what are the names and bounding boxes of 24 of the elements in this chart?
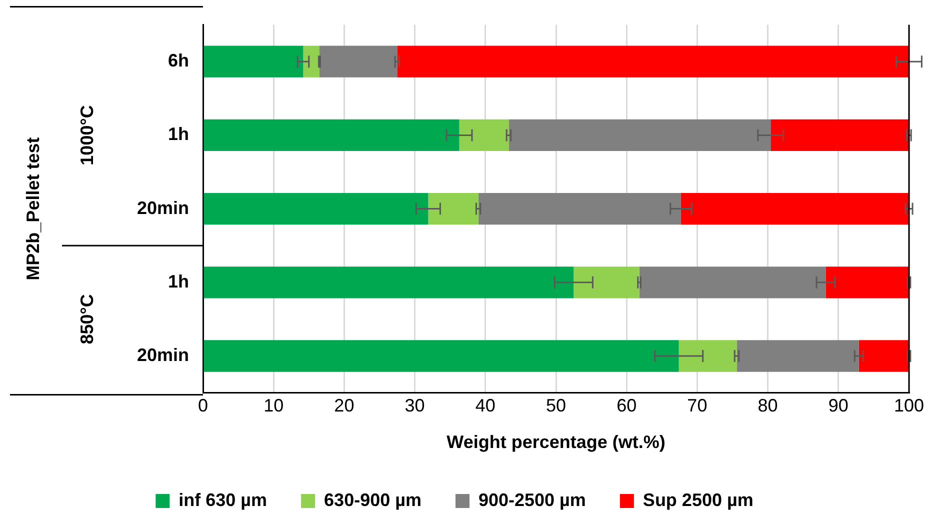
x-tick-label: 70 xyxy=(687,396,708,416)
legend-label: 630-900 µm xyxy=(324,490,422,510)
x-tick-label: 10 xyxy=(264,396,284,416)
y-tick-label: 20min xyxy=(136,198,189,218)
legend-label: 900-2500 µm xyxy=(478,490,586,510)
legend-label: Sup 2500 µm xyxy=(642,490,754,510)
x-tick-label: 100 xyxy=(894,396,924,416)
x-axis-title: Weight percentage (wt.%) xyxy=(446,432,666,452)
y-tick-label: 20min xyxy=(136,344,189,365)
x-tick-label: 30 xyxy=(404,396,425,416)
y-tick-label: 1h xyxy=(168,124,189,144)
text: MP2b_Pellet test xyxy=(22,137,43,280)
text: 1000°C xyxy=(76,105,97,166)
x-tick-label: 60 xyxy=(616,396,637,416)
x-tick-label: 80 xyxy=(758,396,778,416)
x-tick-label: 90 xyxy=(828,396,848,416)
x-tick-label: 0 xyxy=(198,396,208,416)
x-tick-label: 50 xyxy=(546,396,566,416)
y-tick-label: 6h xyxy=(168,50,189,71)
x-tick-label: 20 xyxy=(334,396,354,416)
text: 850°C xyxy=(76,294,97,344)
x-tick-label: 40 xyxy=(475,396,496,416)
y-tick-label: 1h xyxy=(168,271,189,292)
legend-label: inf 630 µm xyxy=(178,490,268,510)
